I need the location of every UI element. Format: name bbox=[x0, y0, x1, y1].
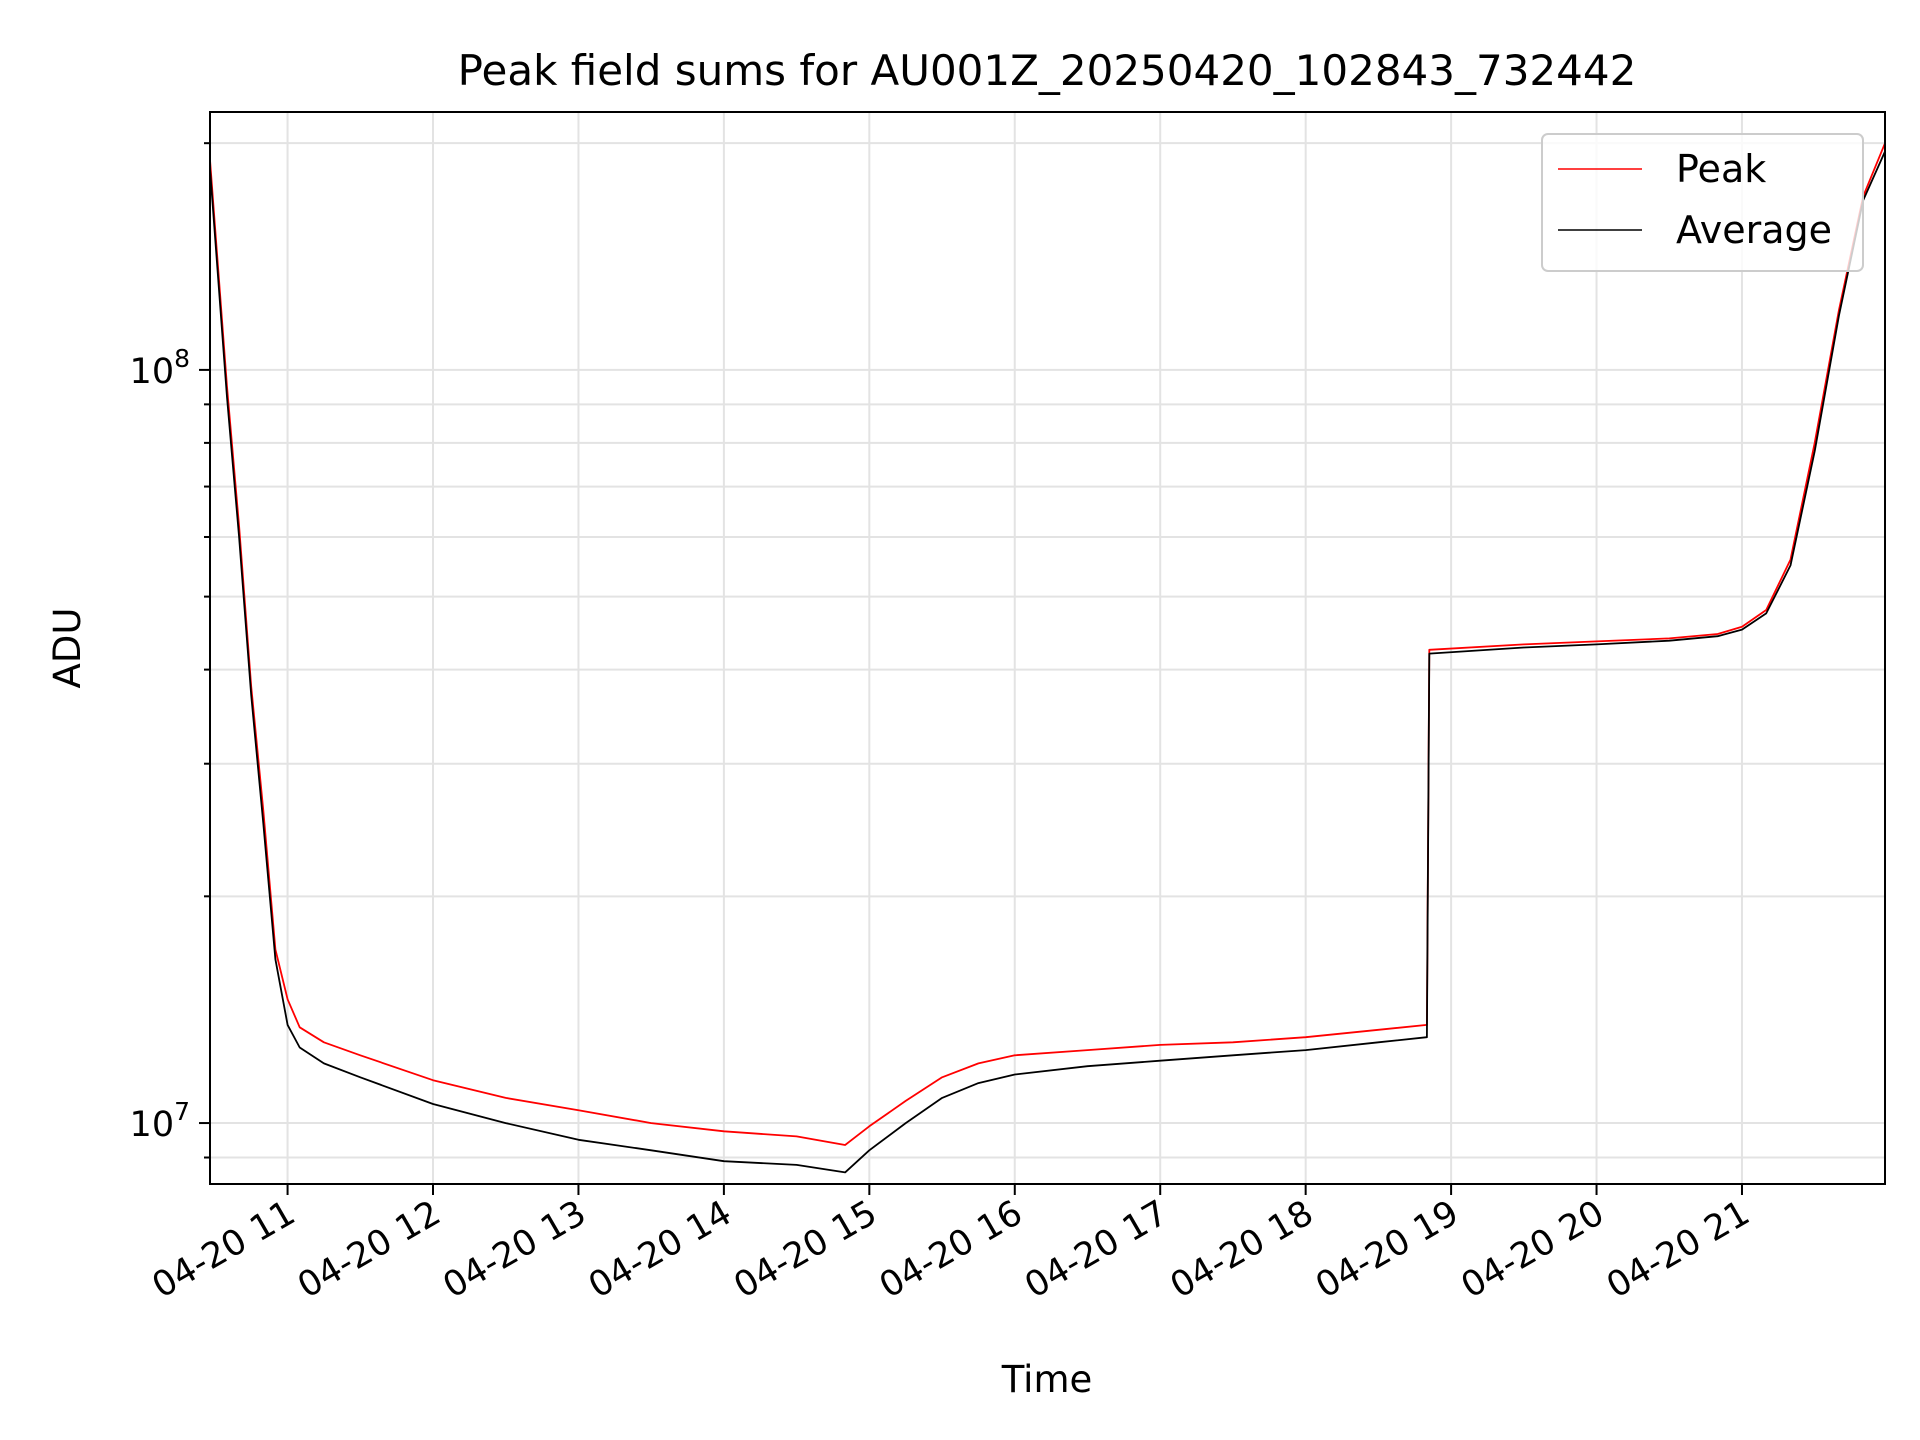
series-layer bbox=[209, 142, 1886, 1174]
y-tick-label: 108 bbox=[130, 344, 190, 392]
chart-title: Peak field sums for AU001Z_20250420_1028… bbox=[458, 46, 1637, 95]
y-tick-label: 107 bbox=[130, 1097, 190, 1145]
x-axis-label: Time bbox=[1001, 1358, 1093, 1401]
grid bbox=[210, 112, 1885, 1184]
series-line-average bbox=[209, 151, 1886, 1174]
plot-frame bbox=[209, 111, 1886, 1185]
y-axis-label: ADU bbox=[46, 608, 89, 689]
legend-label-average: Average bbox=[1676, 208, 1832, 252]
series-line-peak bbox=[209, 142, 1886, 1146]
y-axis: 107 108 bbox=[130, 142, 210, 1159]
legend-label-peak: Peak bbox=[1676, 147, 1766, 191]
legend: Peak Average bbox=[1541, 133, 1864, 272]
